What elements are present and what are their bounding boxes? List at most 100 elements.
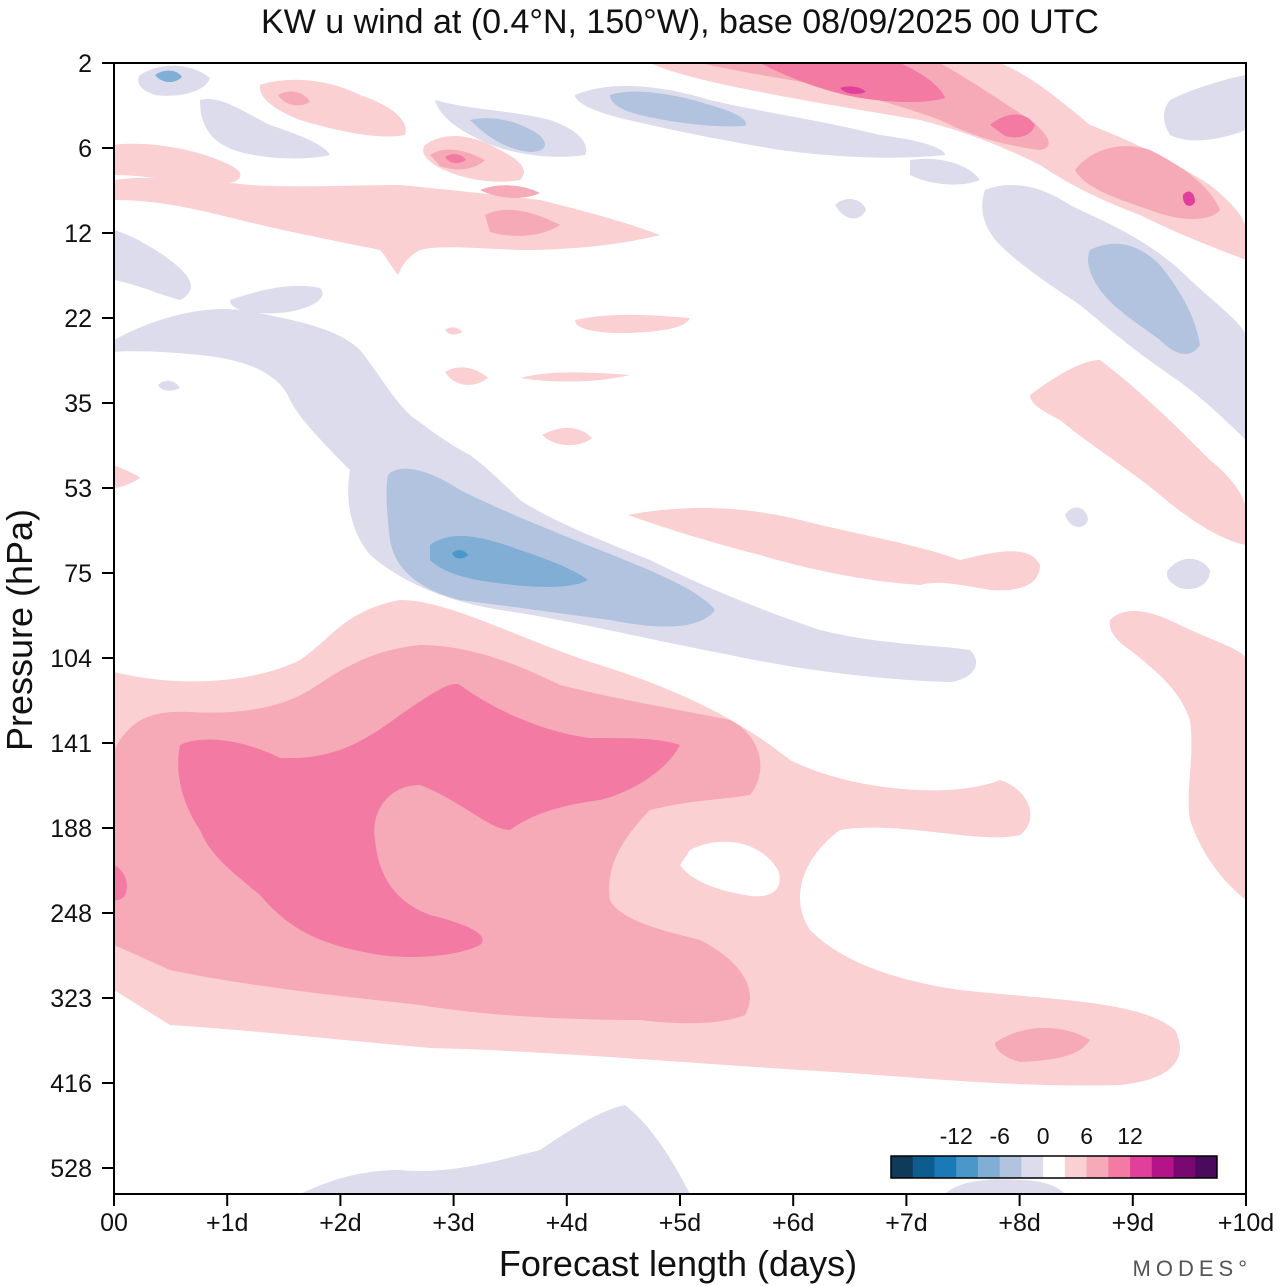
colorbar-swatch [1130,1156,1153,1178]
x-tick-label: +4d [546,1209,588,1237]
y-axis-label: Pressure (hPa) [0,509,40,751]
contour-fills [114,63,1246,1194]
contour-region [1065,507,1088,527]
colorbar-tick-label: -6 [989,1123,1009,1149]
x-tick-label: +8d [998,1209,1040,1237]
contour-region [259,79,406,137]
colorbar-swatch [977,1156,1001,1178]
colorbar-swatch [1021,1156,1044,1178]
contour-region [452,550,468,559]
contour-region [1030,360,1246,545]
colorbar: -12 -6 0 6 12 [890,1123,1218,1179]
contour-region [178,684,680,957]
contour-region [445,367,488,385]
y-tick-label: 6 [78,135,92,163]
contour-region [155,70,182,83]
contour-region [628,508,1040,591]
contour-region [520,372,630,382]
contour-region [200,99,330,159]
contour-region [680,841,780,897]
contour-region [485,209,560,236]
x-tick-label: +1d [206,1209,248,1237]
colorbar-swatch [1064,1156,1088,1178]
contour-region [230,285,323,314]
contour-region [982,185,1246,440]
colorbar-swatch [1086,1156,1109,1178]
contour-region [114,309,977,682]
y-tick-label: 2 [78,50,92,78]
contour-region [990,114,1035,138]
y-tick-label: 12 [64,220,92,248]
x-tick-label: +10d [1218,1209,1274,1237]
colorbar-swatch [912,1156,935,1178]
contour-region [114,230,191,300]
contour-region [445,154,466,164]
colorbar-swatch [999,1156,1022,1178]
chart-title: KW u wind at (0.4°N, 150°W), base 08/09/… [261,3,1099,41]
modes-logo: MODES° [1133,1256,1252,1281]
colorbar-tick-label: 0 [1037,1123,1050,1149]
y-tick-label: 141 [50,730,92,758]
colorbar-tick-label: 6 [1080,1123,1093,1149]
contour-region [386,468,715,627]
contour-region [300,1105,690,1194]
y-tick-label: 528 [50,1155,92,1183]
contour-region [1088,243,1200,355]
colorbar-swatch [1108,1156,1131,1178]
y-tick-label: 248 [50,900,92,928]
contour-region [610,91,746,127]
colorbar-swatch [934,1156,957,1178]
contour-region [1182,191,1195,206]
x-tick-label: +7d [885,1209,927,1237]
y-tick-label: 323 [50,985,92,1013]
contour-region [910,158,980,185]
colorbar-tick-label: -12 [940,1123,973,1149]
contour-region [114,143,241,185]
x-tick-label: +2d [319,1209,361,1237]
x-axis: 00 +1d +2d +3d +4d +5d +6d +7d +8d +9d +10d [100,1194,1274,1237]
contour-region [114,865,127,901]
contour-region [470,118,546,152]
colorbar-tick-label: 12 [1117,1123,1143,1149]
contour-region [542,427,592,446]
colorbar-swatch [1043,1156,1066,1178]
colorbar-frame [890,1155,1218,1179]
x-tick-label: +9d [1112,1209,1154,1237]
y-tick-label: 188 [50,815,92,843]
contour-region [760,63,945,103]
contour-region [1109,610,1246,900]
x-tick-label: +5d [659,1209,701,1237]
y-tick-label: 53 [64,475,92,503]
colorbar-swatch [1151,1156,1175,1178]
contour-region [575,314,690,333]
contour-region [1164,75,1246,141]
contour-region [1166,558,1210,590]
colorbar-swatch [1195,1156,1218,1178]
colorbar-swatch [1173,1156,1196,1178]
contour-region [114,465,140,488]
contour-region [114,177,660,275]
x-axis-label: Forecast length (days) [499,1243,857,1284]
y-tick-label: 22 [64,305,92,333]
y-tick-label: 416 [50,1070,92,1098]
colorbar-swatch [891,1156,914,1178]
y-tick-label: 75 [64,560,92,588]
colorbar-swatch [956,1156,979,1178]
contour-region [430,535,588,587]
y-tick-label: 104 [50,645,92,673]
contour-region [480,185,540,198]
x-tick-label: +6d [772,1209,814,1237]
contour-region [158,380,180,391]
contour-region [840,86,866,94]
y-tick-label: 35 [64,390,92,418]
contour-region [995,1027,1090,1062]
contour-region [700,63,1049,150]
contour-region [278,91,310,106]
x-tick-label: 00 [100,1209,128,1237]
contour-region [945,1179,1065,1194]
contour-region [835,198,866,219]
contour-region [445,327,462,335]
x-tick-label: +3d [432,1209,474,1237]
y-axis: 2 6 12 22 35 53 75 104 141 188 248 323 416 528 [50,50,114,1183]
